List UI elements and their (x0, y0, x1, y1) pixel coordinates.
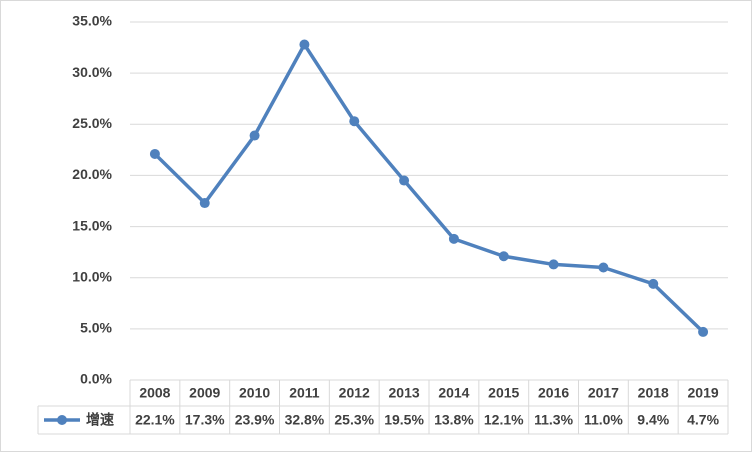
x-tick-label: 2014 (438, 385, 469, 401)
marker (149, 148, 160, 159)
y-tick-label: 5.0% (80, 320, 112, 336)
x-tick-label: 2012 (339, 385, 370, 401)
value-label: 4.7% (687, 412, 719, 428)
y-tick-label: 0.0% (80, 371, 112, 387)
x-tick-label: 2009 (189, 385, 220, 401)
y-tick-label: 20.0% (72, 166, 112, 182)
value-label: 17.3% (185, 412, 225, 428)
legend-label: 增速 (86, 412, 114, 428)
x-tick-label: 2015 (488, 385, 519, 401)
x-tick-label: 2018 (638, 385, 669, 401)
value-label: 11.3% (534, 412, 573, 428)
x-tick-label: 2019 (688, 385, 719, 401)
y-tick-label: 15.0% (72, 217, 112, 233)
value-label: 23.9% (235, 412, 275, 428)
x-tick-label: 2011 (289, 385, 320, 401)
marker (399, 175, 410, 186)
legend-marker (57, 415, 67, 425)
y-tick-label: 30.0% (72, 64, 112, 80)
value-label: 22.1% (135, 412, 175, 428)
value-label: 12.1% (484, 412, 524, 428)
marker (548, 259, 559, 270)
value-label: 13.8% (434, 412, 474, 428)
value-label: 9.4% (637, 412, 669, 428)
value-label: 19.5% (384, 412, 424, 428)
x-tick-label: 2017 (588, 385, 619, 401)
value-label: 25.3% (334, 412, 374, 428)
value-label: 11.0% (584, 412, 623, 428)
y-tick-label: 35.0% (72, 13, 112, 29)
y-tick-label: 10.0% (72, 268, 112, 284)
y-tick-label: 25.0% (72, 115, 112, 131)
line (153, 42, 705, 334)
marker (448, 233, 459, 244)
marker (648, 278, 659, 289)
marker (299, 39, 310, 50)
marker (498, 251, 509, 262)
x-tick-label: 2010 (239, 385, 270, 401)
marker (199, 198, 210, 209)
marker (598, 262, 609, 273)
marker (249, 130, 260, 141)
marker (698, 326, 709, 337)
value-label: 32.8% (285, 412, 325, 428)
marker (349, 116, 360, 127)
x-tick-label: 2016 (538, 385, 569, 401)
x-tick-label: 2008 (139, 385, 170, 401)
x-tick-label: 2013 (389, 385, 420, 401)
